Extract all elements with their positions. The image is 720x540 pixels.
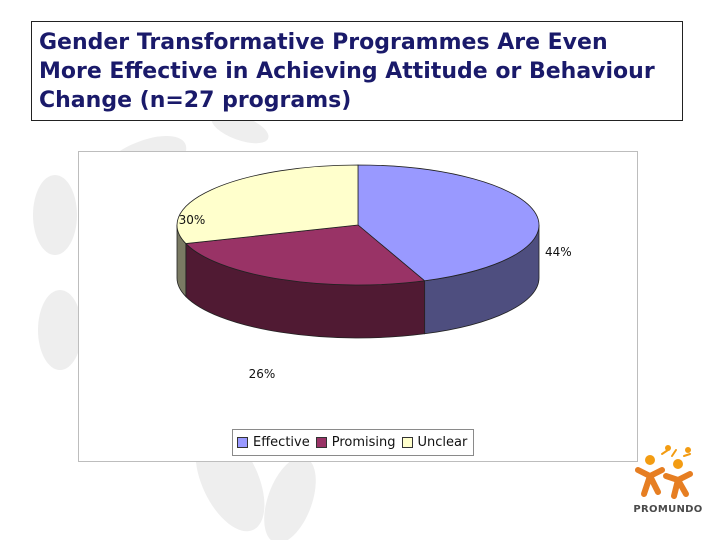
legend-item-unclear: Unclear (401, 435, 468, 450)
chart-legend: Effective Promising Unclear (232, 429, 475, 456)
legend-label-promising: Promising (331, 435, 396, 450)
title-box: Gender Transformative Programmes Are Eve… (31, 21, 683, 121)
logo-wordmark: PROMUNDO (633, 504, 703, 515)
legend-swatch-unclear (401, 437, 413, 448)
data-label-effective: 44% (545, 245, 572, 259)
promundo-logo-mark (635, 445, 693, 499)
pie-sides (176, 224, 540, 339)
pie-slice-effective (357, 164, 540, 282)
legend-label-unclear: Unclear (417, 435, 468, 450)
data-label-promising: 26% (249, 367, 276, 381)
slide-title: Gender Transformative Programmes Are Eve… (39, 30, 655, 113)
pie-slice-unclear (176, 164, 359, 244)
legend-swatch-promising (315, 437, 327, 448)
legend-item-promising: Promising (315, 435, 396, 450)
legend-swatch-effective (237, 437, 248, 448)
data-label-unclear: 30% (179, 213, 206, 227)
legend-label-effective: Effective (253, 435, 310, 450)
pie-slice-promising (184, 224, 426, 286)
legend-item-effective: Effective (237, 435, 310, 450)
pie-chart: 44% 26% 30% (176, 164, 572, 381)
promundo-logo: PROMUNDO (628, 442, 708, 522)
pie-tops (176, 164, 540, 286)
chart-frame: 44% 26% 30% Effective Promising Unclear (78, 151, 638, 462)
